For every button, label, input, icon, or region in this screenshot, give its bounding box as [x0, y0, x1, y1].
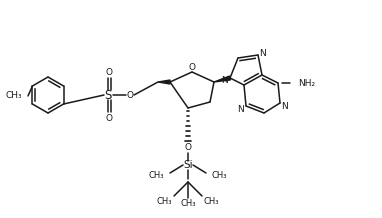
- Text: O: O: [126, 90, 133, 99]
- Text: NH₂: NH₂: [298, 78, 315, 87]
- Text: Si: Si: [183, 160, 193, 170]
- Text: CH₃: CH₃: [180, 199, 196, 208]
- Polygon shape: [158, 80, 170, 84]
- Text: O: O: [105, 68, 113, 77]
- Text: N: N: [238, 104, 244, 114]
- Text: O: O: [185, 143, 191, 153]
- Text: CH₃: CH₃: [157, 198, 172, 206]
- Text: O: O: [105, 114, 113, 123]
- Text: CH₃: CH₃: [149, 170, 164, 179]
- Text: CH₃: CH₃: [5, 90, 22, 99]
- Polygon shape: [214, 76, 230, 82]
- Text: N: N: [282, 102, 288, 111]
- Text: S: S: [104, 89, 112, 102]
- Text: CH₃: CH₃: [212, 170, 228, 179]
- Text: N: N: [260, 48, 266, 58]
- Text: O: O: [188, 63, 196, 72]
- Text: CH₃: CH₃: [204, 198, 220, 206]
- Text: N: N: [222, 75, 228, 85]
